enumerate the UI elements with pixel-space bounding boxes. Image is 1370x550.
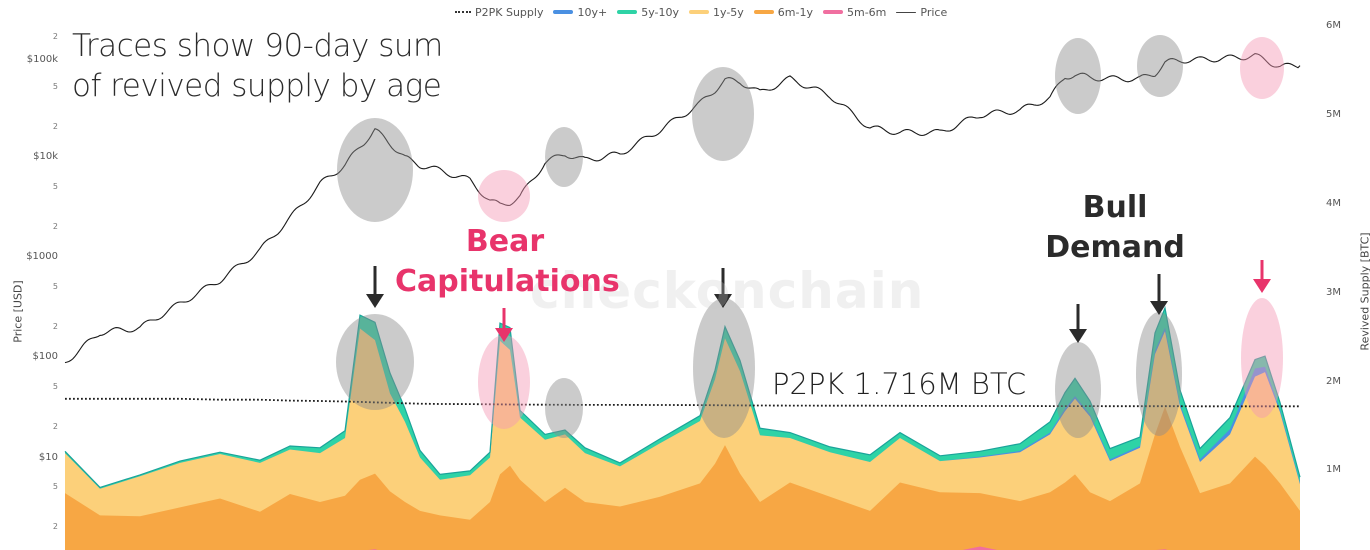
left-axis-tick: $100k [26, 54, 58, 65]
legend-item-5y-10y[interactable]: 5y-10y [617, 6, 679, 19]
gray-highlight-ellipse [1137, 35, 1183, 97]
pink-highlight-ellipse [478, 170, 530, 222]
down-arrow-icon [1069, 304, 1087, 343]
gray-highlight-ellipse [545, 127, 583, 187]
bear-capitulations-label: Bear Capitulations [395, 222, 620, 302]
legend-item-6m-1y[interactable]: 6m-1y [753, 5, 813, 19]
dotted-line-icon [455, 11, 471, 13]
pink-highlight-ellipse [1240, 37, 1284, 99]
left-axis-tick: 2 [52, 422, 58, 431]
left-axis-tick: $10 [38, 452, 58, 463]
legend-item-5m-6m[interactable]: 5m-6m [823, 6, 886, 19]
pink-highlight-ellipse [1241, 298, 1283, 418]
bull-label-line-2: Demand [1045, 230, 1185, 265]
gray-highlight-ellipse [1136, 312, 1182, 436]
legend: P2PK Supply 10y+ 5y-10y 1y-5y 6m-1y 5m-6… [455, 3, 947, 21]
p2pk-supply-line [65, 397, 1300, 408]
left-axis-tick: 5 [52, 482, 58, 491]
left-axis-tick: 2 [52, 32, 58, 41]
left-axis-tick: 5 [52, 82, 58, 91]
gray-highlight-ellipse [692, 67, 754, 161]
gray-highlight-ellipse [545, 378, 583, 438]
down-arrow-icon [714, 268, 732, 308]
bear-label-line-2: Capitulations [395, 264, 620, 299]
left-axis-tick: $1000 [26, 251, 58, 262]
left-axis-tick: 2 [52, 522, 58, 531]
left-axis-tick: 2 [52, 122, 58, 131]
legend-label: 5m-6m [847, 5, 887, 19]
left-axis-tick: 2 [52, 322, 58, 331]
legend-item-1y-5y[interactable]: 1y-5y [689, 6, 744, 19]
highlight-ellipses [336, 35, 1284, 438]
legend-label: 5y-10y [641, 5, 679, 19]
legend-label: 10y+ [577, 5, 608, 19]
gray-highlight-ellipse [336, 314, 414, 410]
bull-demand-label: Bull Demand [1030, 188, 1200, 268]
right-axis-tick: 1M [1326, 464, 1341, 475]
down-arrow-icon [495, 308, 513, 342]
watermark: checkonchain [530, 262, 925, 320]
color-swatch-icon [553, 10, 574, 14]
left-axis-tick: 5 [52, 382, 58, 391]
left-axis-tick: $10k [33, 151, 58, 162]
right-axis-tick: 3M [1326, 287, 1341, 298]
gray-highlight-ellipse [337, 118, 413, 222]
right-axis-title: Revived Supply [BTC] [1358, 232, 1370, 351]
pink-highlight-ellipse [478, 335, 530, 429]
bull-label-line-1: Bull [1082, 190, 1148, 225]
headline-line-1: Traces show 90-day sum [72, 28, 443, 64]
bear-label-line-1: Bear [465, 224, 545, 259]
left-axis-tick: 5 [52, 182, 58, 191]
down-arrow-icon [1150, 274, 1168, 315]
headline-line-2: of revived supply by age [72, 68, 442, 104]
supply-stacked-areas [64, 305, 1301, 550]
headline-annotation: Traces show 90-day sum of revived supply… [72, 26, 443, 106]
down-arrow-icon [366, 266, 384, 308]
color-swatch-icon [753, 10, 774, 14]
right-axis-tick: 2M [1326, 376, 1341, 387]
annotation-arrows [366, 260, 1271, 343]
legend-item-price[interactable]: Price [896, 6, 947, 19]
left-axis-tick: 5 [52, 282, 58, 291]
price-line [64, 53, 1301, 364]
color-swatch-icon [823, 10, 843, 14]
gray-highlight-ellipse [1055, 342, 1101, 438]
down-arrow-icon [1253, 260, 1271, 293]
color-swatch-icon [617, 10, 638, 14]
legend-item-10y[interactable]: 10y+ [553, 6, 607, 19]
line-icon [896, 11, 917, 13]
p2pk-supply-annotation: P2PK 1.716M BTC [772, 367, 1027, 401]
legend-item-p2pk[interactable]: P2PK Supply [455, 6, 543, 19]
legend-label: 1y-5y [713, 5, 744, 19]
gray-highlight-ellipse [1055, 38, 1101, 114]
right-axis-tick: 6M [1326, 20, 1341, 31]
legend-label: P2PK Supply [475, 5, 544, 19]
left-axis-tick: $100 [32, 351, 58, 362]
gray-highlight-ellipse [693, 298, 755, 438]
right-axis-tick: 4M [1326, 198, 1341, 209]
legend-label: Price [920, 5, 948, 19]
right-axis-tick: 5M [1326, 109, 1341, 120]
left-axis-title: Price [USD] [11, 280, 25, 343]
legend-label: 6m-1y [777, 5, 813, 19]
left-axis-tick: 2 [52, 222, 58, 231]
color-swatch-icon [689, 10, 709, 14]
